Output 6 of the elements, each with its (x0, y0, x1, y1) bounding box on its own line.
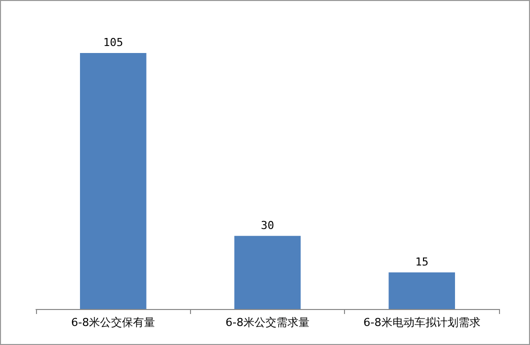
data-label: 15 (415, 255, 428, 268)
x-tick-label: 6-8米电动车拟计划需求 (363, 316, 480, 329)
x-tick-label: 6-8米公交保有量 (71, 316, 156, 329)
x-tick-label: 6-8米公交需求量 (226, 316, 310, 329)
data-label: 30 (260, 218, 274, 232)
data-label: 105 (103, 36, 124, 49)
